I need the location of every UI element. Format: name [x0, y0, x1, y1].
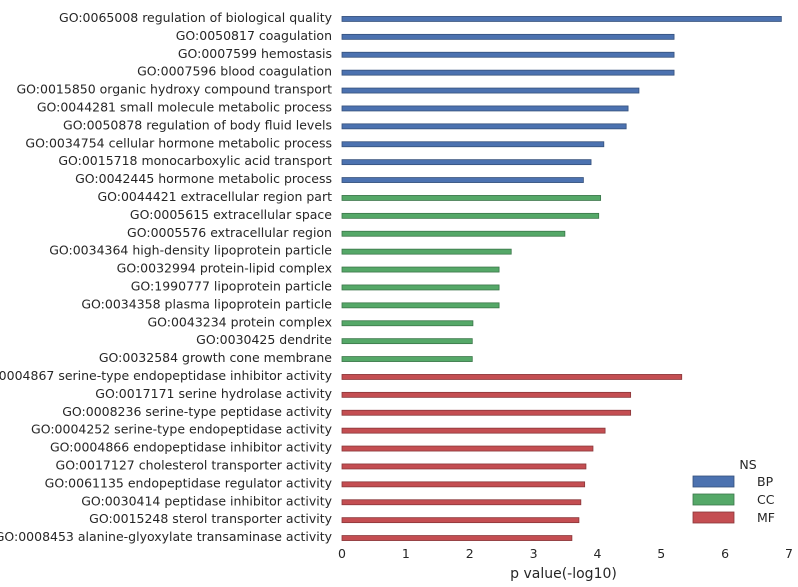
category-label: GO:0005615 extracellular space — [130, 207, 332, 222]
bar — [341, 141, 605, 148]
bar — [341, 105, 629, 112]
category-label: GO:0017127 cholesterol transporter activ… — [56, 457, 333, 472]
bar — [341, 212, 600, 219]
bar — [341, 33, 675, 40]
bar — [341, 87, 640, 94]
category-label: GO:0004252 serine-type endopeptidase act… — [31, 422, 333, 437]
category-label: GO:0034754 cellular hormone metabolic pr… — [25, 135, 332, 150]
category-label: GO:0042445 hormone metabolic process — [75, 171, 332, 186]
category-label: GO:0065008 regulation of biological qual… — [59, 10, 333, 25]
category-label: GO:0034364 high-density lipoprotein part… — [49, 243, 332, 258]
category-label: GO:0004866 endopeptidase inhibitor activ… — [50, 440, 333, 455]
x-tick-label: 0 — [338, 546, 346, 561]
bar — [341, 195, 602, 201]
bar — [341, 463, 587, 470]
legend-label: CC — [757, 492, 775, 507]
category-label: GO:0007599 hemostasis — [178, 46, 332, 61]
category-label: GO:0044421 extracellular region part — [97, 189, 332, 204]
bar — [341, 320, 474, 327]
bar — [341, 51, 675, 58]
x-tick-label: 3 — [530, 546, 538, 561]
bar — [341, 374, 683, 380]
category-label: GO:0050817 coagulation — [176, 28, 332, 43]
category-label: GO:0015248 sterol transporter activity — [89, 511, 332, 526]
category-label: GO:0004867 serine-type endopeptidase inh… — [0, 368, 333, 383]
bar — [341, 356, 473, 362]
bar — [341, 230, 566, 237]
category-label: GO:0032994 protein-lipid complex — [117, 261, 332, 276]
category-labels: GO:0065008 regulation of biological qual… — [0, 10, 333, 544]
legend-swatch — [692, 475, 735, 488]
x-axis-ticks: 0 1 2 3 4 5 6 7 — [338, 546, 793, 561]
bar — [341, 159, 592, 166]
category-label: GO:0015718 monocarboxylic acid transport — [58, 153, 332, 168]
bar — [341, 535, 573, 541]
bar — [341, 409, 632, 416]
legend-swatch — [692, 493, 735, 506]
category-label: GO:0005576 extracellular region — [127, 225, 332, 240]
legend: NS BP CC MF — [692, 457, 775, 525]
category-label: GO:0015850 organic hydroxy compound tran… — [16, 82, 332, 97]
category-label: GO:0044281 small molecule metabolic proc… — [37, 99, 332, 114]
legend-swatch — [692, 511, 735, 524]
bar — [341, 427, 606, 434]
category-label: GO:0032584 growth cone membrane — [99, 350, 332, 365]
category-label: GO:0008453 alanine-glyoxylate transamina… — [0, 529, 333, 544]
bar — [341, 445, 594, 452]
bar — [341, 16, 782, 22]
category-label: GO:0017171 serine hydrolase activity — [95, 386, 332, 401]
bar — [341, 177, 584, 183]
x-tick-label: 5 — [657, 546, 665, 561]
bars-layer — [341, 16, 782, 541]
bar — [341, 284, 500, 291]
category-label: GO:0007596 blood coagulation — [137, 64, 332, 79]
bar — [341, 266, 500, 273]
legend-title: NS — [739, 457, 756, 472]
legend-label: MF — [757, 510, 775, 525]
bar — [341, 248, 512, 255]
bar — [341, 302, 500, 309]
legend-label: BP — [757, 474, 774, 489]
x-tick-label: 4 — [593, 546, 601, 561]
bar — [341, 481, 586, 488]
x-tick-label: 2 — [466, 546, 474, 561]
category-label: GO:0030414 peptidase inhibitor activity — [81, 493, 332, 508]
bar — [341, 123, 627, 130]
bar — [341, 499, 582, 506]
bar — [341, 338, 473, 345]
bar — [341, 69, 675, 76]
x-tick-label: 6 — [721, 546, 729, 561]
category-label: GO:1990777 lipoprotein particle — [131, 278, 333, 293]
category-label: GO:0030425 dendrite — [196, 332, 332, 347]
category-label: GO:0034358 plasma lipoprotein particle — [81, 296, 332, 311]
category-label: GO:0061135 endopeptidase regulator activ… — [45, 475, 333, 490]
bar — [341, 391, 632, 398]
x-tick-label: 7 — [785, 546, 793, 561]
category-label: GO:0050878 regulation of body fluid leve… — [63, 117, 332, 132]
category-label: GO:0043234 protein complex — [147, 314, 332, 329]
x-axis-title: p value(-log10) — [510, 566, 617, 582]
bar — [341, 517, 580, 524]
category-label: GO:0008236 serine-type peptidase activit… — [62, 404, 332, 419]
x-tick-label: 1 — [402, 546, 410, 561]
